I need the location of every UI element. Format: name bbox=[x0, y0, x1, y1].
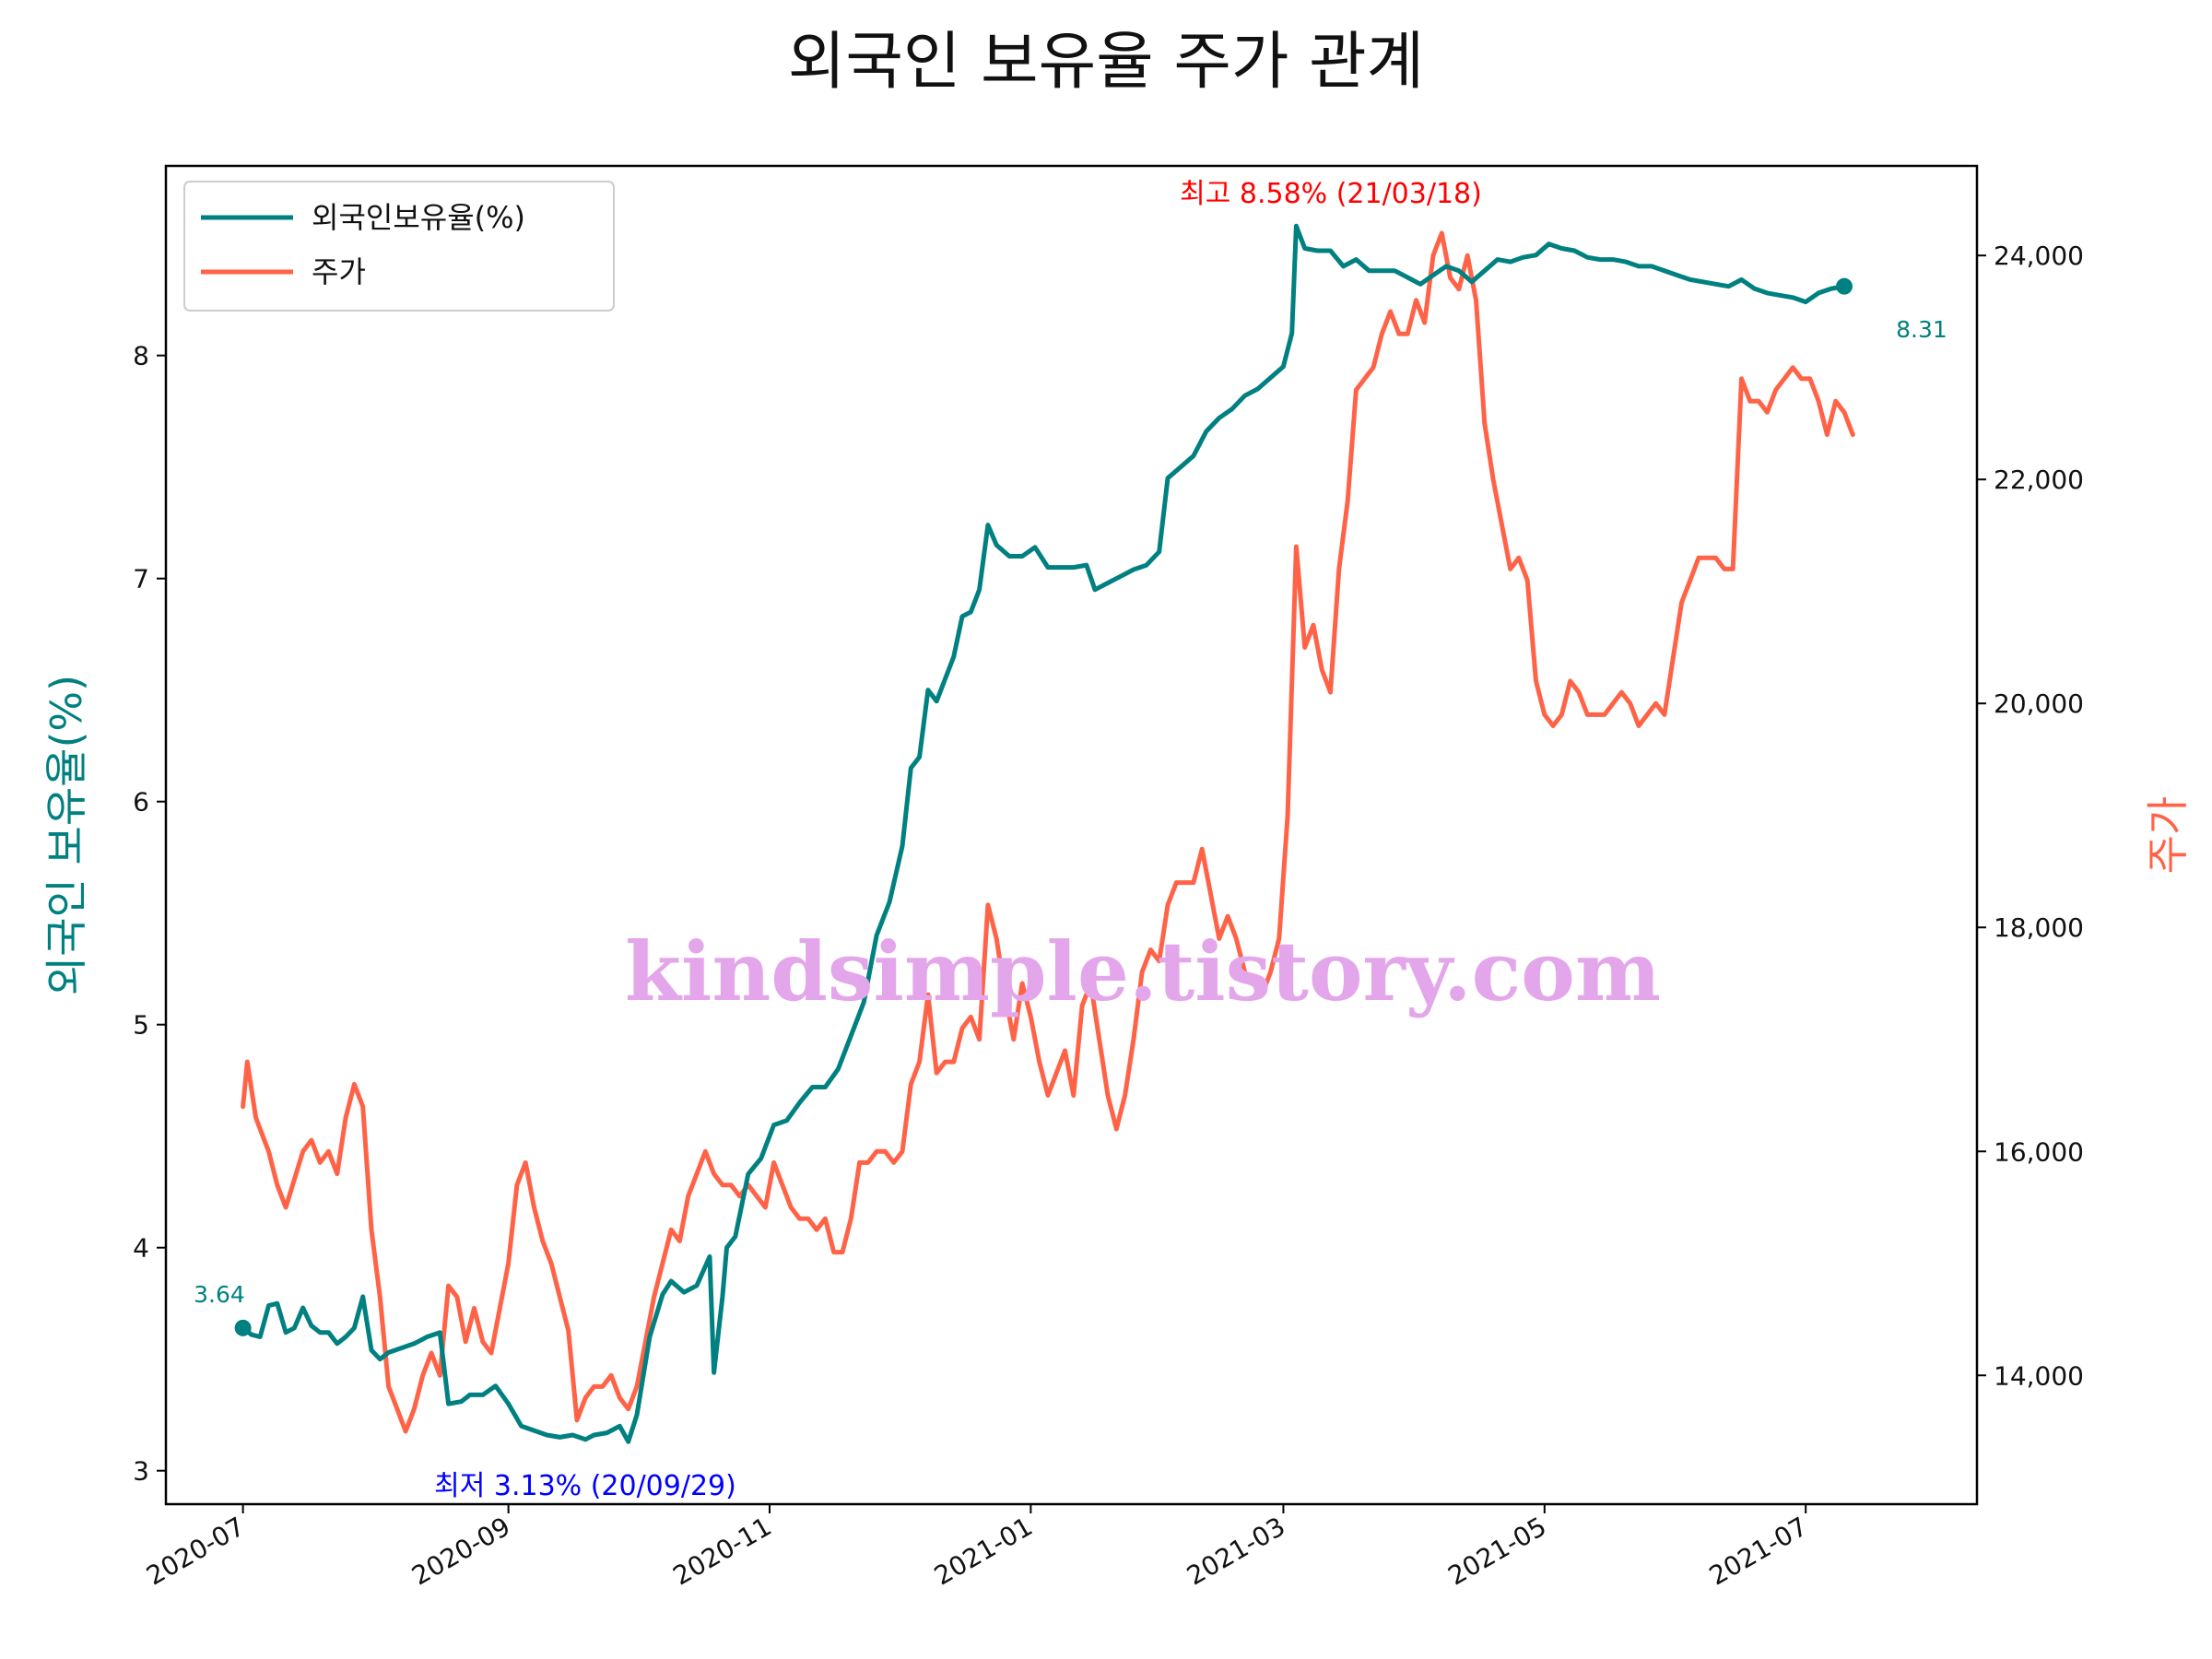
right-y-tick-label: 24,000 bbox=[1994, 241, 2084, 271]
left-y-tick-label: 7 bbox=[133, 564, 149, 594]
price-series-line bbox=[241, 230, 1855, 1434]
legend: 외국인보유율(%) 주가 bbox=[183, 181, 615, 312]
end-value-label: 8.31 bbox=[1896, 316, 1947, 343]
watermark: kindsimple.tistory.com bbox=[625, 924, 1661, 1019]
left-y-axis-ticks: 3 4 5 6 7 8 bbox=[133, 341, 166, 1487]
right-y-axis-ticks: 14,000 16,000 18,000 20,000 22,000 24,000 bbox=[1977, 241, 2084, 1391]
max-annotation: 최고 8.58% (21/03/18) bbox=[1180, 178, 1482, 210]
start-point-marker bbox=[234, 1319, 252, 1336]
legend-box bbox=[183, 181, 615, 312]
right-y-axis-title: 주가 bbox=[2143, 796, 2193, 875]
left-y-tick-label: 5 bbox=[133, 1010, 149, 1041]
left-y-tick-label: 6 bbox=[133, 787, 149, 818]
left-y-axis-title: 외국인 보유율(%) bbox=[41, 675, 91, 995]
plot-frame bbox=[164, 164, 1979, 1506]
data-lines bbox=[234, 223, 1855, 1444]
left-y-tick-label: 8 bbox=[133, 341, 149, 371]
right-y-tick-label: 22,000 bbox=[1994, 465, 2084, 495]
right-y-tick-label: 18,000 bbox=[1994, 912, 2084, 943]
right-y-tick-label: 16,000 bbox=[1994, 1136, 2084, 1167]
legend-label-holding: 외국인보유율(%) bbox=[312, 200, 525, 235]
end-point-marker bbox=[1835, 277, 1853, 295]
min-annotation: 최저 3.13% (20/09/29) bbox=[434, 1470, 736, 1502]
left-y-tick-label: 4 bbox=[133, 1233, 149, 1264]
start-value-label: 3.64 bbox=[194, 1281, 245, 1308]
chart-title: 외국인 보유율 주가 관계 bbox=[788, 26, 1424, 99]
right-y-tick-label: 14,000 bbox=[1994, 1360, 2084, 1391]
left-y-tick-label: 3 bbox=[133, 1456, 149, 1487]
legend-label-price: 주가 bbox=[312, 254, 366, 289]
holding-series-line bbox=[241, 223, 1847, 1444]
right-y-tick-label: 20,000 bbox=[1994, 688, 2084, 719]
